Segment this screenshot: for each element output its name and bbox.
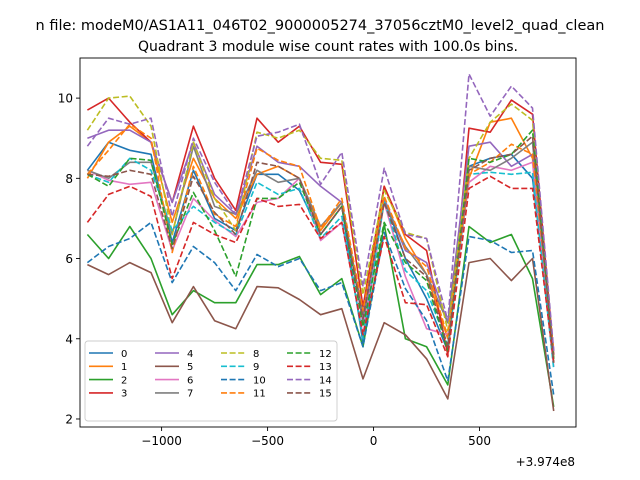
x-tick-label: 500 — [468, 434, 491, 448]
legend-label: 3 — [121, 389, 127, 400]
legend-label: 9 — [253, 362, 259, 373]
y-axis: 2 4 6 8 10 — [58, 92, 80, 426]
legend-label: 14 — [319, 375, 332, 386]
legend-label: 13 — [319, 362, 332, 373]
series-line-0 — [86, 141, 555, 355]
series-line-12 — [87, 129, 555, 359]
series-line-13 — [86, 175, 555, 363]
figure-suptitle: n file: modeM0/AS1A11_046T02_9000005274_… — [36, 18, 605, 34]
legend-label: 11 — [253, 389, 266, 400]
legend-label: 12 — [319, 349, 332, 360]
axes-frame — [79, 57, 577, 428]
x-tick-label: −500 — [251, 434, 284, 448]
series-line-5 — [87, 257, 555, 412]
x-axis: −1000 −500 0 500 — [141, 427, 491, 448]
series-line-7 — [87, 141, 555, 359]
series-line-14 — [86, 73, 555, 351]
series-line-10 — [86, 221, 555, 396]
legend-label: 6 — [187, 375, 193, 386]
y-tick-label: 4 — [65, 332, 73, 346]
series-line-9 — [87, 157, 555, 369]
x-tick-label: 0 — [370, 434, 378, 448]
legend-label: 1 — [121, 362, 127, 373]
legend-label: 8 — [253, 349, 259, 360]
series-layer — [86, 73, 555, 412]
legend-label: 4 — [187, 349, 193, 360]
x-axis-offset-label: +3.974e8 — [516, 455, 575, 469]
legend-label: 0 — [121, 349, 127, 360]
series-line-11 — [86, 123, 555, 351]
legend-box — [84, 340, 338, 422]
y-tick-label: 8 — [65, 172, 73, 186]
series-line-15 — [87, 135, 555, 363]
y-tick-label: 2 — [65, 412, 73, 426]
legend-label: 7 — [187, 389, 193, 400]
y-tick-label: 10 — [58, 92, 73, 106]
y-tick-label: 6 — [65, 252, 73, 266]
series-line-6 — [87, 161, 555, 367]
x-tick-label: −1000 — [141, 434, 182, 448]
chart-title: Quadrant 3 module wise count rates with … — [138, 39, 518, 55]
legend-label: 2 — [121, 375, 127, 386]
legend-label: 5 — [187, 362, 193, 373]
legend-label: 10 — [253, 375, 266, 386]
legend-label: 15 — [319, 389, 332, 400]
series-line-8 — [86, 95, 555, 357]
series-line-2 — [86, 223, 555, 408]
